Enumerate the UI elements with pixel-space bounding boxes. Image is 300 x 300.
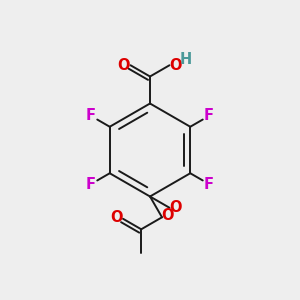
Text: H: H — [179, 52, 191, 67]
Text: F: F — [86, 108, 96, 124]
Text: F: F — [204, 176, 214, 191]
Text: F: F — [86, 176, 96, 191]
Text: O: O — [169, 200, 182, 215]
Text: O: O — [161, 208, 174, 223]
Text: O: O — [169, 58, 182, 73]
Text: O: O — [118, 58, 130, 73]
Text: F: F — [204, 108, 214, 124]
Text: O: O — [110, 210, 123, 225]
